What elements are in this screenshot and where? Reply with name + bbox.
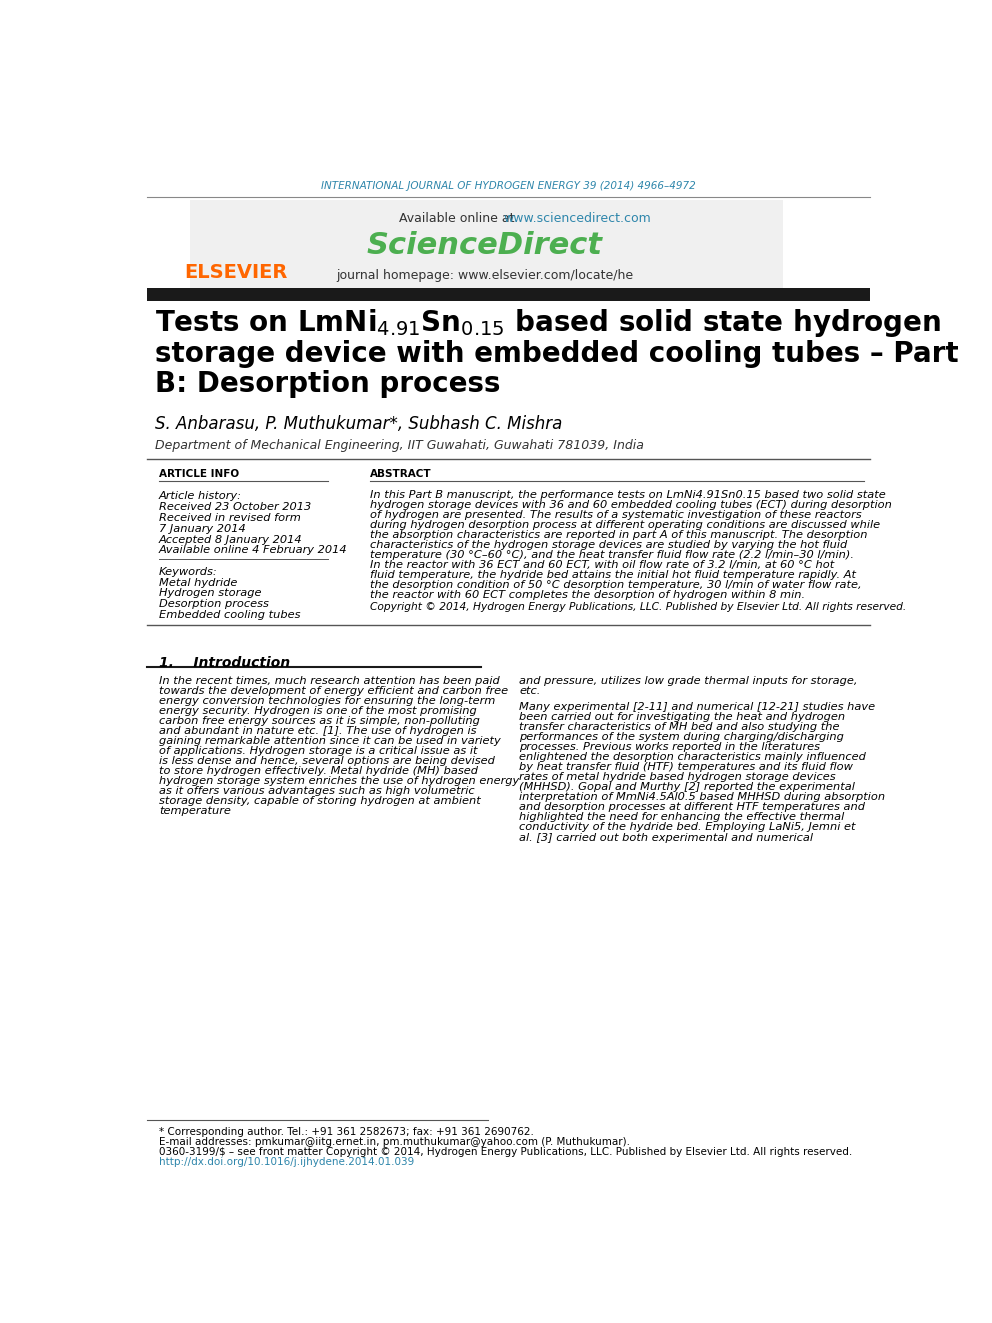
Text: al. [3] carried out both experimental and numerical: al. [3] carried out both experimental an… bbox=[519, 832, 813, 843]
Text: * Corresponding author. Tel.: +91 361 2582673; fax: +91 361 2690762.: * Corresponding author. Tel.: +91 361 25… bbox=[159, 1127, 534, 1138]
Text: of hydrogen are presented. The results of a systematic investigation of these re: of hydrogen are presented. The results o… bbox=[370, 509, 862, 520]
Text: towards the development of energy efficient and carbon free: towards the development of energy effici… bbox=[159, 687, 508, 696]
Text: temperature: temperature bbox=[159, 806, 231, 816]
Text: Keywords:: Keywords: bbox=[159, 566, 217, 577]
Text: is less dense and hence, several options are being devised: is less dense and hence, several options… bbox=[159, 757, 495, 766]
Text: enlightened the desorption characteristics mainly influenced: enlightened the desorption characteristi… bbox=[519, 753, 866, 762]
Text: hydrogen storage devices with 36 and 60 embedded cooling tubes (ECT) during deso: hydrogen storage devices with 36 and 60 … bbox=[370, 500, 893, 509]
Text: storage density, capable of storing hydrogen at ambient: storage density, capable of storing hydr… bbox=[159, 796, 481, 806]
Text: energy conversion technologies for ensuring the long-term: energy conversion technologies for ensur… bbox=[159, 696, 495, 706]
Text: journal homepage: www.elsevier.com/locate/he: journal homepage: www.elsevier.com/locat… bbox=[336, 269, 633, 282]
Text: Department of Mechanical Engineering, IIT Guwahati, Guwahati 781039, India: Department of Mechanical Engineering, II… bbox=[155, 439, 644, 451]
Text: Tests on LmNi$_{4.91}$Sn$_{0.15}$ based solid state hydrogen: Tests on LmNi$_{4.91}$Sn$_{0.15}$ based … bbox=[155, 307, 941, 339]
Text: B: Desorption process: B: Desorption process bbox=[155, 370, 501, 398]
Text: 7 January 2014: 7 January 2014 bbox=[159, 524, 246, 533]
Text: 1.    Introduction: 1. Introduction bbox=[159, 656, 290, 671]
Bar bbox=[189, 200, 783, 288]
Text: INTERNATIONAL JOURNAL OF HYDROGEN ENERGY 39 (2014) 4966–4972: INTERNATIONAL JOURNAL OF HYDROGEN ENERGY… bbox=[321, 181, 695, 192]
Text: Article history:: Article history: bbox=[159, 491, 242, 501]
Text: etc.: etc. bbox=[519, 687, 541, 696]
Text: processes. Previous works reported in the literatures: processes. Previous works reported in th… bbox=[519, 742, 820, 753]
Text: S. Anbarasu, P. Muthukumar*, Subhash C. Mishra: S. Anbarasu, P. Muthukumar*, Subhash C. … bbox=[155, 414, 562, 433]
Text: ARTICLE INFO: ARTICLE INFO bbox=[159, 470, 239, 479]
Text: In this Part B manuscript, the performance tests on LmNi4.91Sn0.15 based two sol: In this Part B manuscript, the performan… bbox=[370, 490, 886, 500]
Text: conductivity of the hydride bed. Employing LaNi5, Jemni et: conductivity of the hydride bed. Employi… bbox=[519, 823, 856, 832]
Text: and pressure, utilizes low grade thermal inputs for storage,: and pressure, utilizes low grade thermal… bbox=[519, 676, 858, 687]
Text: gaining remarkable attention since it can be used in variety: gaining remarkable attention since it ca… bbox=[159, 737, 501, 746]
Text: E-mail addresses: pmkumar@iitg.ernet.in, pm.muthukumar@yahoo.com (P. Muthukumar): E-mail addresses: pmkumar@iitg.ernet.in,… bbox=[159, 1138, 630, 1147]
Text: the desorption condition of 50 °C desorption temperature, 30 l/min of water flow: the desorption condition of 50 °C desorp… bbox=[370, 579, 862, 590]
Text: Accepted 8 January 2014: Accepted 8 January 2014 bbox=[159, 534, 303, 545]
Text: interpretation of MmNi4.5Al0.5 based MHHSD during absorption: interpretation of MmNi4.5Al0.5 based MHH… bbox=[519, 792, 886, 803]
Text: http://dx.doi.org/10.1016/j.ijhydene.2014.01.039: http://dx.doi.org/10.1016/j.ijhydene.201… bbox=[159, 1158, 414, 1167]
Text: (MHHSD). Gopal and Murthy [2] reported the experimental: (MHHSD). Gopal and Murthy [2] reported t… bbox=[519, 782, 855, 792]
Text: Many experimental [2-11] and numerical [12-21] studies have: Many experimental [2-11] and numerical [… bbox=[519, 703, 875, 712]
Text: temperature (30 °C–60 °C), and the heat transfer fluid flow rate (2.2 l/min–30 l: temperature (30 °C–60 °C), and the heat … bbox=[370, 550, 854, 560]
Text: fluid temperature, the hydride bed attains the initial hot fluid temperature rap: fluid temperature, the hydride bed attai… bbox=[370, 570, 856, 579]
Text: characteristics of the hydrogen storage devices are studied by varying the hot f: characteristics of the hydrogen storage … bbox=[370, 540, 848, 550]
Text: In the recent times, much research attention has been paid: In the recent times, much research atten… bbox=[159, 676, 500, 687]
Text: Copyright © 2014, Hydrogen Energy Publications, LLC. Published by Elsevier Ltd. : Copyright © 2014, Hydrogen Energy Public… bbox=[370, 602, 907, 613]
Text: the reactor with 60 ECT completes the desorption of hydrogen within 8 min.: the reactor with 60 ECT completes the de… bbox=[370, 590, 806, 599]
Text: ScienceDirect: ScienceDirect bbox=[366, 232, 602, 261]
Text: storage device with embedded cooling tubes – Part: storage device with embedded cooling tub… bbox=[155, 340, 958, 368]
Text: by heat transfer fluid (HTF) temperatures and its fluid flow: by heat transfer fluid (HTF) temperature… bbox=[519, 762, 853, 773]
Text: www.sciencedirect.com: www.sciencedirect.com bbox=[504, 212, 652, 225]
Text: energy security. Hydrogen is one of the most promising: energy security. Hydrogen is one of the … bbox=[159, 706, 476, 716]
Text: hydrogen storage system enriches the use of hydrogen energy: hydrogen storage system enriches the use… bbox=[159, 777, 519, 786]
Text: transfer characteristics of MH bed and also studying the: transfer characteristics of MH bed and a… bbox=[519, 722, 840, 733]
Text: In the reactor with 36 ECT and 60 ECT, with oil flow rate of 3.2 l/min, at 60 °C: In the reactor with 36 ECT and 60 ECT, w… bbox=[370, 560, 834, 570]
Text: carbon free energy sources as it is simple, non-polluting: carbon free energy sources as it is simp… bbox=[159, 716, 480, 726]
Text: as it offers various advantages such as high volumetric: as it offers various advantages such as … bbox=[159, 786, 474, 796]
Text: Desorption process: Desorption process bbox=[159, 599, 269, 609]
Text: ABSTRACT: ABSTRACT bbox=[370, 470, 433, 479]
Text: Received 23 October 2013: Received 23 October 2013 bbox=[159, 503, 311, 512]
Text: been carried out for investigating the heat and hydrogen: been carried out for investigating the h… bbox=[519, 712, 845, 722]
Text: Embedded cooling tubes: Embedded cooling tubes bbox=[159, 610, 301, 620]
Bar bbox=[147, 288, 870, 302]
Text: highlighted the need for enhancing the effective thermal: highlighted the need for enhancing the e… bbox=[519, 812, 844, 823]
Text: 0360-3199/$ – see front matter Copyright © 2014, Hydrogen Energy Publications, L: 0360-3199/$ – see front matter Copyright… bbox=[159, 1147, 852, 1158]
Text: Hydrogen storage: Hydrogen storage bbox=[159, 589, 261, 598]
Text: rates of metal hydride based hydrogen storage devices: rates of metal hydride based hydrogen st… bbox=[519, 773, 836, 782]
Text: of applications. Hydrogen storage is a critical issue as it: of applications. Hydrogen storage is a c… bbox=[159, 746, 477, 757]
Text: ELSEVIER: ELSEVIER bbox=[185, 263, 288, 282]
Text: Available online 4 February 2014: Available online 4 February 2014 bbox=[159, 545, 347, 556]
Text: during hydrogen desorption process at different operating conditions are discuss: during hydrogen desorption process at di… bbox=[370, 520, 881, 531]
Text: and desorption processes at different HTF temperatures and: and desorption processes at different HT… bbox=[519, 803, 865, 812]
Text: performances of the system during charging/discharging: performances of the system during chargi… bbox=[519, 733, 844, 742]
Text: Metal hydride: Metal hydride bbox=[159, 578, 237, 587]
Text: the absorption characteristics are reported in part A of this manuscript. The de: the absorption characteristics are repor… bbox=[370, 531, 868, 540]
Text: Available online at: Available online at bbox=[399, 212, 519, 225]
Text: to store hydrogen effectively. Metal hydride (MH) based: to store hydrogen effectively. Metal hyd… bbox=[159, 766, 478, 777]
Text: and abundant in nature etc. [1]. The use of hydrogen is: and abundant in nature etc. [1]. The use… bbox=[159, 726, 476, 737]
Text: Received in revised form: Received in revised form bbox=[159, 513, 301, 523]
